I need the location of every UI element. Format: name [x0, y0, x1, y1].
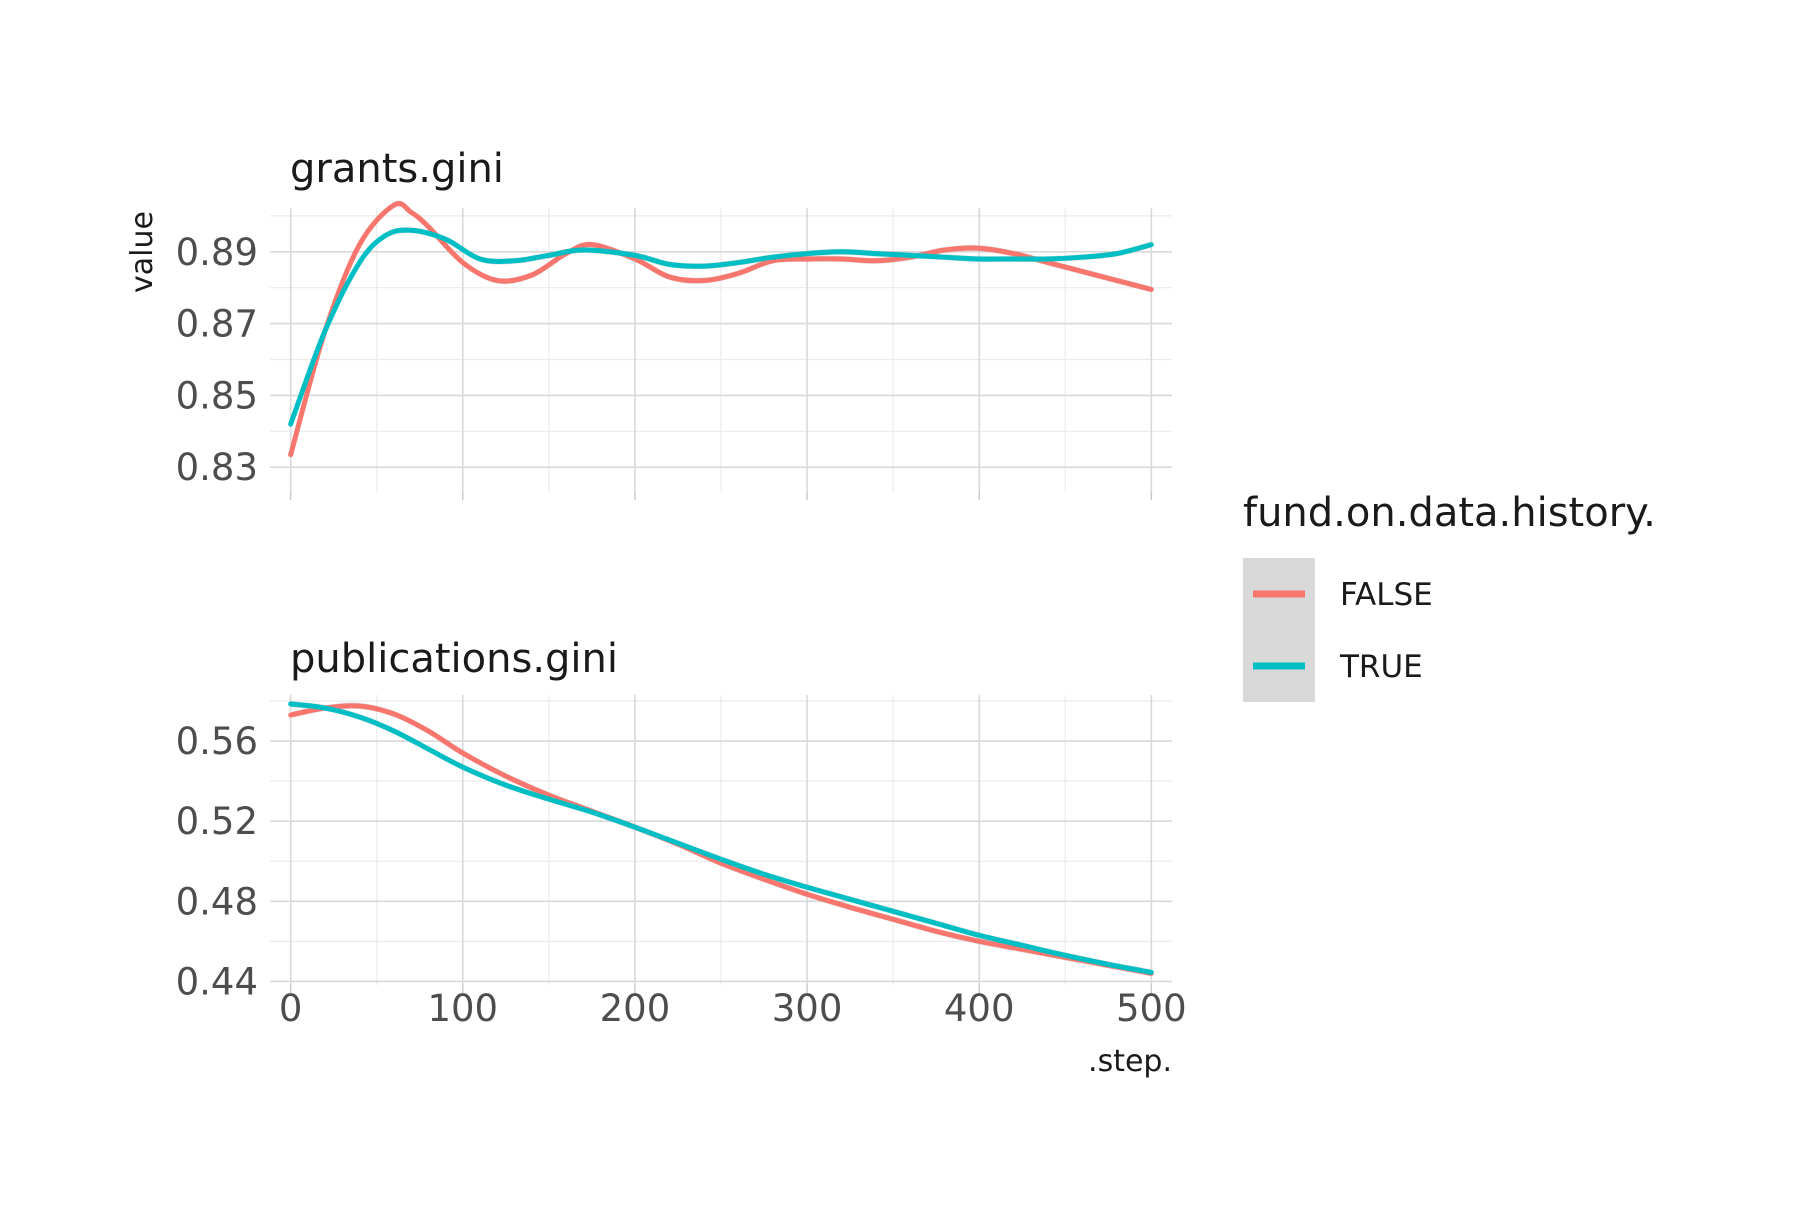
y-tick-label: 0.85 — [176, 374, 258, 417]
panel-publications-gini: 0.44 0.48 0.52 0.56 publications.gini — [176, 636, 1172, 1003]
y-tick-label: 0.56 — [176, 720, 258, 763]
series-line-true — [288, 227, 1154, 427]
x-tick-label: 400 — [944, 987, 1015, 1030]
series-line-false — [288, 200, 1154, 458]
x-tick-label: 200 — [600, 987, 671, 1030]
y-tick-label: 0.89 — [176, 231, 258, 274]
y-axis-title: value — [125, 211, 160, 293]
x-axis-title: .step. — [1088, 1044, 1172, 1079]
y-tick-label: 0.48 — [176, 880, 258, 923]
panel-title: publications.gini — [290, 636, 618, 682]
panel-title: grants.gini — [290, 146, 504, 192]
legend: fund.on.data.history. FALSE TRUE — [1243, 490, 1656, 702]
panel-grants-gini: 0.83 0.85 0.87 0.89 grants.gini — [176, 146, 1172, 500]
x-tick-label: 300 — [772, 987, 843, 1030]
x-tick-labels: 0 100 200 300 400 500 — [279, 987, 1187, 1030]
y-tick-label: 0.44 — [176, 960, 258, 1003]
y-tick-label: 0.52 — [176, 800, 258, 843]
x-tick-label: 100 — [427, 987, 498, 1030]
axis-titles: value .step. — [125, 211, 1172, 1079]
legend-label-true: TRUE — [1339, 649, 1423, 685]
x-tick-label: 500 — [1116, 987, 1187, 1030]
y-tick-label: 0.83 — [176, 446, 258, 489]
x-tick-label: 0 — [279, 987, 303, 1030]
panels-layer: 0.830.850.870.89grants.gini0.440.480.520… — [176, 146, 1187, 1030]
series-line-true — [288, 701, 1154, 975]
legend-label-false: FALSE — [1340, 577, 1433, 613]
y-tick-label: 0.87 — [176, 303, 258, 346]
legend-title: fund.on.data.history. — [1243, 490, 1656, 536]
